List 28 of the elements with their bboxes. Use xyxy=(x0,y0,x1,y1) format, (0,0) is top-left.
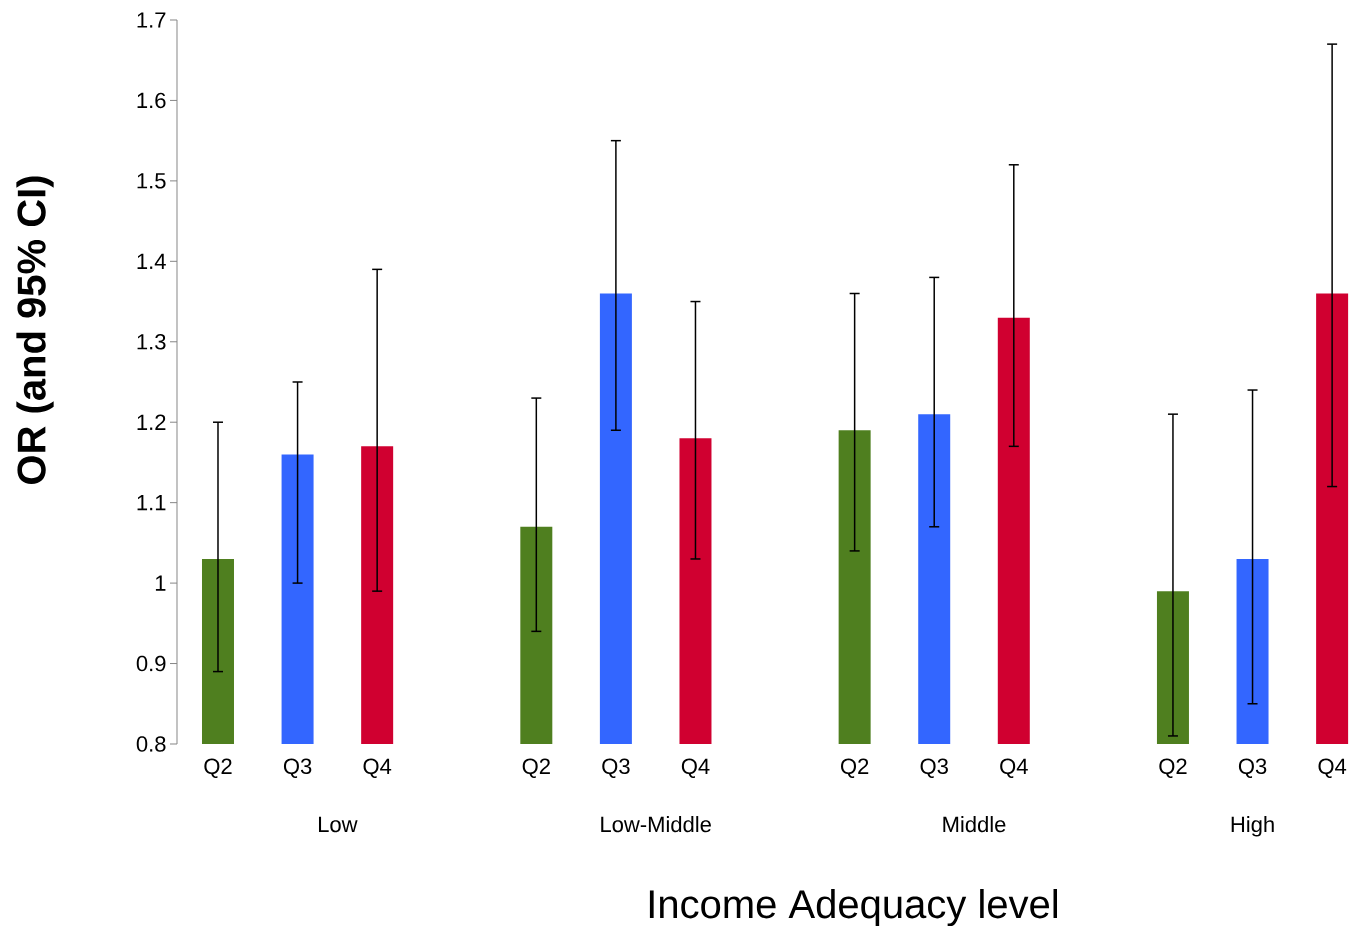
y-tick-label: 1.1 xyxy=(137,495,166,511)
y-tick-label: 0.8 xyxy=(136,736,166,752)
x-tick-label: Q3 xyxy=(920,758,948,779)
x-tick-label: Q4 xyxy=(363,758,392,779)
y-tick-label: 1 xyxy=(155,575,166,591)
y-tick-label: 1.7 xyxy=(137,12,166,28)
x-tick-label: Q3 xyxy=(602,758,630,779)
text: Low xyxy=(318,816,358,833)
x-tick-label: Q4 xyxy=(1318,758,1347,779)
y-tick-label: 1.6 xyxy=(137,92,166,109)
x-tick-label: Q2 xyxy=(522,758,550,779)
y-tick-label: 1.2 xyxy=(137,414,166,430)
text: Low-Middle xyxy=(601,816,711,833)
y-tick-label: 1.3 xyxy=(137,333,166,350)
y-tick-label: 0.9 xyxy=(136,655,166,672)
x-axis-title: Income Adequacy level xyxy=(649,889,1058,926)
x-tick-label: Q4 xyxy=(681,758,710,779)
x-tick-label: Q3 xyxy=(1238,758,1267,779)
x-tick-label: Q3 xyxy=(283,758,312,779)
x-tick-label: Q2 xyxy=(841,758,869,779)
text: High xyxy=(1231,816,1274,837)
x-tick-label: Q2 xyxy=(1159,758,1187,779)
y-tick-label: 1.5 xyxy=(137,173,166,189)
x-tick-label: Q2 xyxy=(204,758,232,779)
x-tick-label: Q4 xyxy=(1000,758,1028,779)
text: Middle xyxy=(943,816,1006,833)
y-tick-label: 1.4 xyxy=(137,253,166,269)
y-axis-title: OR (and 95% CI) xyxy=(16,176,54,484)
